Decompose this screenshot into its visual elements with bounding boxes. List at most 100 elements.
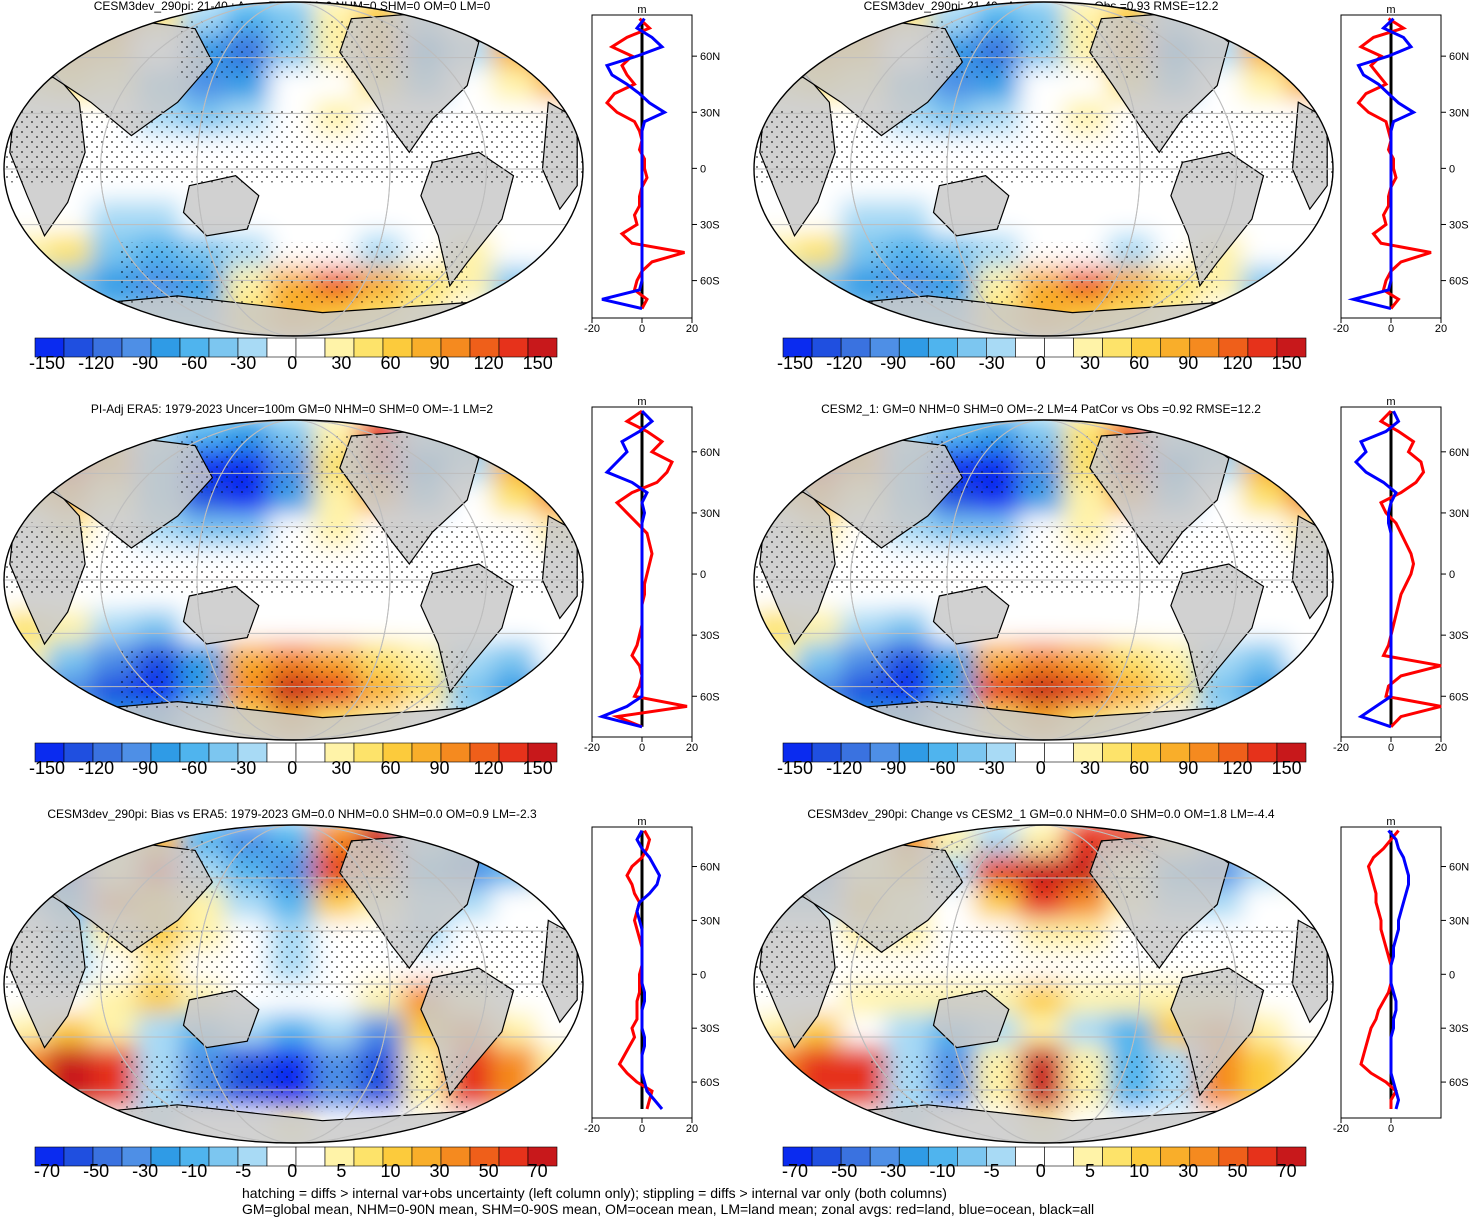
field-cell bbox=[796, 706, 846, 740]
field-cell bbox=[4, 300, 51, 336]
graticule-lon bbox=[100, 2, 487, 336]
colorbar-tick: -150 bbox=[777, 758, 813, 778]
zonal-line-land bbox=[1356, 17, 1432, 310]
field-cell bbox=[796, 642, 846, 678]
field-cell bbox=[1019, 1013, 1068, 1050]
zonal-xtick: 20 bbox=[1435, 323, 1447, 335]
stippling bbox=[869, 650, 1218, 708]
stippling bbox=[4, 108, 583, 183]
colorbar-bin bbox=[353, 1146, 384, 1167]
zonal-mean-plot: m -20 0 20 60N 30N 0 30S 60S bbox=[584, 816, 720, 1135]
panel-title: CESM2_1: GM=0 NHM=0 SHM=0 OM=-2 LM=4 Pat… bbox=[821, 402, 1261, 416]
zonal-xtick: 20 bbox=[1435, 742, 1447, 754]
zonal-lat-tick: 0 bbox=[1449, 969, 1455, 981]
zonal-lat-tick: 60S bbox=[1449, 1077, 1469, 1089]
graticule bbox=[4, 420, 583, 740]
field-cell bbox=[46, 1109, 96, 1143]
colorbar-bin bbox=[353, 337, 384, 358]
colorbar-tick: -150 bbox=[29, 758, 65, 778]
colorbar-tick: -5 bbox=[984, 1161, 1000, 1181]
map-field bbox=[754, 825, 1333, 1143]
colorbar-bin bbox=[527, 1146, 558, 1167]
zonal-mean-plot: m -20 0 60N 30N 0 30S 60S bbox=[1333, 816, 1469, 1135]
colorbar-bin bbox=[208, 1146, 239, 1167]
field-cell bbox=[46, 825, 96, 859]
colorbar-tick: -70 bbox=[782, 1161, 808, 1181]
field-cell bbox=[1241, 642, 1291, 678]
colorbar-tick: -50 bbox=[83, 1161, 109, 1181]
colorbar-tick: -120 bbox=[78, 758, 114, 778]
field-cell bbox=[754, 854, 801, 891]
colorbar-tick: 10 bbox=[1129, 1161, 1149, 1181]
field-cell bbox=[1286, 854, 1333, 891]
field-cell bbox=[1019, 200, 1068, 238]
colorbar-tick: 90 bbox=[1178, 758, 1198, 778]
field-cell bbox=[536, 825, 583, 859]
field-cell bbox=[269, 200, 318, 238]
field-cell bbox=[4, 825, 51, 859]
zonal-lat-tick: 0 bbox=[700, 569, 706, 581]
zonal-lat-tick: 30N bbox=[1449, 107, 1469, 119]
field-cell bbox=[1241, 233, 1291, 272]
colorbar-bin bbox=[1044, 1146, 1074, 1167]
graticule bbox=[754, 420, 1333, 740]
field-cell bbox=[491, 482, 541, 518]
colorbar-tick: -90 bbox=[880, 353, 906, 373]
graticule-lon bbox=[946, 420, 1141, 740]
graticule-lon bbox=[100, 825, 487, 1143]
field-cell bbox=[46, 2, 96, 38]
field-cell bbox=[1241, 706, 1291, 740]
graticule-lon bbox=[850, 825, 1237, 1143]
zonal-units: m bbox=[1386, 816, 1395, 828]
field-cell bbox=[1063, 1013, 1113, 1050]
zonal-units: m bbox=[1386, 4, 1395, 16]
field-cell bbox=[4, 267, 51, 305]
map-border bbox=[3, 419, 584, 741]
colorbar-bin bbox=[957, 1146, 987, 1167]
colorbar-bin bbox=[527, 337, 558, 358]
colorbar-tick: -50 bbox=[831, 1161, 857, 1181]
colorbar-tick: 90 bbox=[429, 353, 449, 373]
field-cell bbox=[491, 420, 541, 454]
field-cell bbox=[754, 706, 801, 740]
zonal-xtick: 20 bbox=[686, 1123, 698, 1135]
colorbar-tick: -90 bbox=[132, 758, 158, 778]
field-cell bbox=[885, 1013, 935, 1050]
field-cell bbox=[491, 1109, 541, 1143]
field-cell bbox=[754, 267, 801, 305]
zonal-lat-tick: 30N bbox=[700, 508, 720, 520]
colorbar-tick: 70 bbox=[1277, 1161, 1297, 1181]
graticule bbox=[754, 825, 1333, 1143]
zonal-units: m bbox=[637, 4, 646, 16]
colorbar-tick: 60 bbox=[380, 758, 400, 778]
colorbar-tick: -30 bbox=[979, 758, 1005, 778]
colorbar-tick: -90 bbox=[132, 353, 158, 373]
zonal-lat-tick: 0 bbox=[1449, 163, 1455, 175]
zonal-mean-plot: m -20 0 20 60N 30N 0 30S 60S bbox=[584, 396, 720, 754]
field-cell bbox=[841, 610, 890, 646]
field-cell bbox=[1241, 886, 1291, 923]
zonal-lat-tick: 30S bbox=[700, 630, 720, 642]
colorbar-bin bbox=[1276, 742, 1307, 763]
field-cell bbox=[1063, 200, 1113, 238]
colorbar-tick: -60 bbox=[929, 758, 955, 778]
map-border bbox=[753, 419, 1334, 741]
stippling bbox=[177, 18, 410, 79]
graticule-lon bbox=[850, 420, 1237, 740]
zonal-xtick: 20 bbox=[686, 323, 698, 335]
field-cell bbox=[754, 300, 801, 336]
zonal-xtick: 0 bbox=[1388, 323, 1394, 335]
colorbar-tick: 60 bbox=[380, 353, 400, 373]
zonal-line-ocean bbox=[1353, 410, 1401, 729]
field-cell bbox=[1241, 825, 1291, 859]
zonal-lat-tick: 30N bbox=[700, 107, 720, 119]
panel-middle-left: PI-Adj ERA5: 1979-2023 Uncer=100m GM=0 N… bbox=[3, 396, 720, 778]
stippling bbox=[754, 108, 1333, 183]
footnote-line-1: hatching = diffs > internal var+obs unce… bbox=[242, 1185, 947, 1201]
colorbar-bin bbox=[1102, 1146, 1132, 1167]
field-cell bbox=[754, 825, 801, 859]
colorbar-tick: 30 bbox=[1178, 1161, 1198, 1181]
field-cell bbox=[1286, 706, 1333, 740]
zonal-line-ocean bbox=[1387, 829, 1410, 1110]
field-cell bbox=[536, 267, 583, 305]
